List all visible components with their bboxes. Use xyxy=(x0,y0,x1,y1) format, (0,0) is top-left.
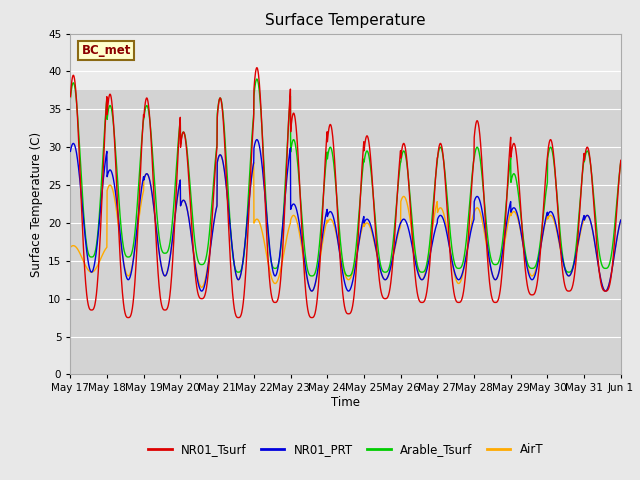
AirT xyxy=(617,217,625,223)
NR01_PRT xyxy=(220,164,228,170)
NR01_Tsurf xyxy=(253,65,260,71)
Y-axis label: Surface Temperature (C): Surface Temperature (C) xyxy=(29,132,43,276)
Legend: NR01_Tsurf, NR01_PRT, Arable_Tsurf, AirT: NR01_Tsurf, NR01_PRT, Arable_Tsurf, AirT xyxy=(143,438,548,461)
Line: NR01_PRT: NR01_PRT xyxy=(70,140,621,291)
NR01_PRT xyxy=(568,267,576,273)
AirT xyxy=(569,267,577,273)
NR01_PRT xyxy=(506,203,513,208)
NR01_PRT xyxy=(67,148,74,154)
NR01_PRT xyxy=(374,254,381,260)
Arable_Tsurf xyxy=(345,273,353,279)
Arable_Tsurf xyxy=(506,161,514,167)
Arable_Tsurf xyxy=(362,150,370,156)
Line: Arable_Tsurf: Arable_Tsurf xyxy=(70,79,621,276)
AirT xyxy=(506,212,514,217)
Arable_Tsurf xyxy=(67,96,74,102)
NR01_Tsurf xyxy=(220,127,228,132)
Text: BC_met: BC_met xyxy=(81,44,131,57)
NR01_Tsurf xyxy=(362,135,370,141)
AirT xyxy=(308,288,316,294)
AirT xyxy=(374,257,381,263)
Arable_Tsurf xyxy=(617,159,625,165)
NR01_PRT xyxy=(362,217,369,223)
AirT xyxy=(216,152,224,157)
NR01_Tsurf xyxy=(374,262,381,267)
AirT xyxy=(220,166,228,172)
NR01_Tsurf xyxy=(569,283,577,289)
Title: Surface Temperature: Surface Temperature xyxy=(266,13,426,28)
NR01_Tsurf xyxy=(308,315,316,321)
Line: AirT: AirT xyxy=(70,155,621,291)
NR01_PRT xyxy=(602,288,609,294)
AirT xyxy=(584,213,592,218)
NR01_PRT xyxy=(253,137,260,143)
Bar xyxy=(70,34,621,90)
NR01_PRT xyxy=(584,213,591,218)
NR01_PRT xyxy=(617,217,625,223)
NR01_Tsurf xyxy=(506,144,514,149)
Arable_Tsurf xyxy=(569,265,577,271)
Line: NR01_Tsurf: NR01_Tsurf xyxy=(70,68,621,318)
NR01_Tsurf xyxy=(67,94,74,99)
X-axis label: Time: Time xyxy=(331,396,360,409)
NR01_Tsurf xyxy=(617,157,625,163)
AirT xyxy=(67,244,74,250)
Arable_Tsurf xyxy=(374,244,381,250)
Arable_Tsurf xyxy=(253,76,260,82)
Arable_Tsurf xyxy=(584,149,592,155)
NR01_Tsurf xyxy=(584,145,592,151)
Arable_Tsurf xyxy=(220,120,228,126)
AirT xyxy=(362,221,370,227)
